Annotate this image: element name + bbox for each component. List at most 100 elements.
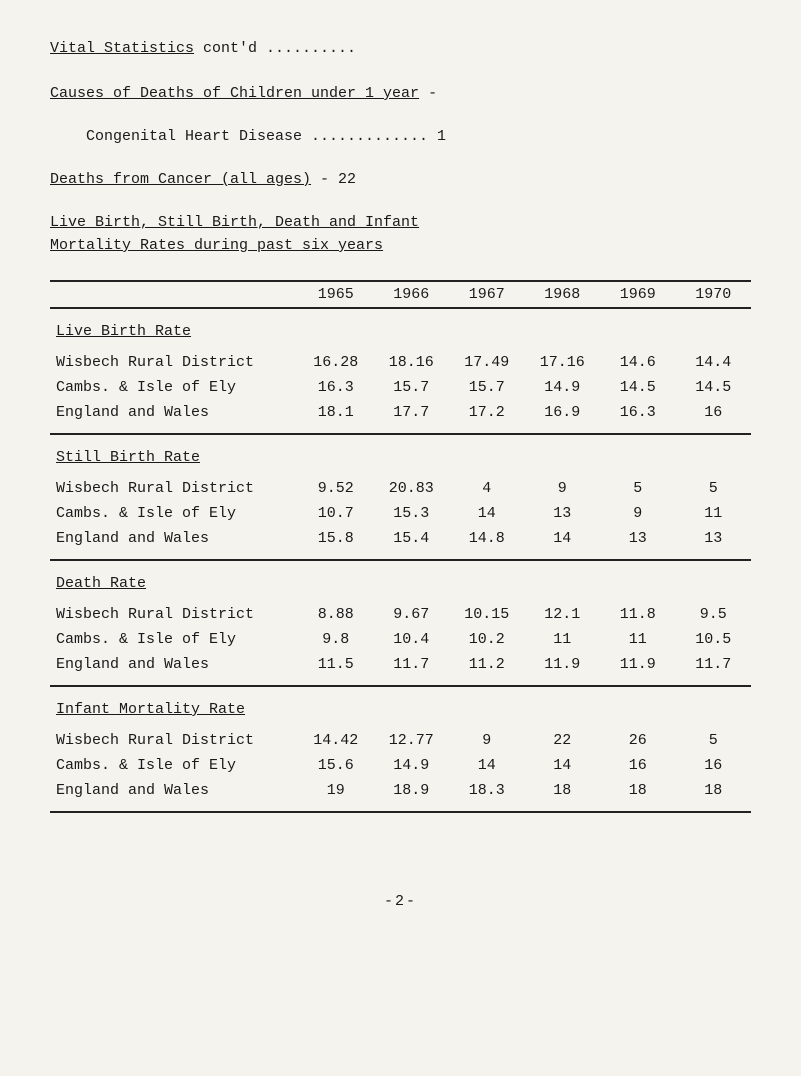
mortality-heading-2: Mortality Rates during past six years — [50, 237, 751, 254]
row-label: Wisbech Rural District — [50, 728, 298, 753]
cell: 13 — [524, 501, 599, 526]
cell: 22 — [524, 728, 599, 753]
cell: 20.83 — [374, 476, 449, 501]
cell: 8.88 — [298, 602, 373, 627]
row-label: England and Wales — [50, 400, 298, 425]
cell: 14.8 — [449, 526, 524, 551]
cell: 16 — [600, 753, 675, 778]
cancer-heading: Deaths from Cancer (all ages) - 22 — [50, 171, 751, 188]
cell: 14.9 — [524, 375, 599, 400]
mortality-line2: Mortality Rates during past six years — [50, 237, 383, 254]
year-col: 1969 — [600, 281, 675, 308]
cell: 15.4 — [374, 526, 449, 551]
cell: 19 — [298, 778, 373, 812]
cell: 16.3 — [298, 375, 373, 400]
cell: 16.28 — [298, 350, 373, 375]
cell: 18.1 — [298, 400, 373, 425]
cell: 10.7 — [298, 501, 373, 526]
cell: 18.3 — [449, 778, 524, 812]
section-title-row: Live Birth Rate — [50, 308, 751, 350]
cell: 14 — [449, 501, 524, 526]
year-col: 1966 — [374, 281, 449, 308]
cell: 10.4 — [374, 627, 449, 652]
cell: 10.2 — [449, 627, 524, 652]
cell: 10.5 — [675, 627, 751, 652]
row-label: England and Wales — [50, 526, 298, 551]
cell: 15.6 — [298, 753, 373, 778]
cell: 18 — [600, 778, 675, 812]
cell: 14 — [524, 753, 599, 778]
table-row: Wisbech Rural District 8.88 9.67 10.15 1… — [50, 602, 751, 627]
cell: 12.1 — [524, 602, 599, 627]
cell: 15.7 — [449, 375, 524, 400]
table-row: Wisbech Rural District 9.52 20.83 4 9 5 … — [50, 476, 751, 501]
section-title-row: Infant Mortality Rate — [50, 686, 751, 728]
causes-text: Causes of Deaths of Children under 1 yea… — [50, 85, 419, 102]
cell: 9 — [600, 501, 675, 526]
cell: 17.49 — [449, 350, 524, 375]
row-label: Wisbech Rural District — [50, 602, 298, 627]
death-rate-title: Death Rate — [56, 575, 146, 592]
causes-suffix: - — [419, 85, 437, 102]
cell: 11.7 — [675, 652, 751, 677]
cell: 12.77 — [374, 728, 449, 753]
cell: 14.42 — [298, 728, 373, 753]
cancer-text: Deaths from Cancer (all ages) — [50, 171, 311, 188]
cell: 18 — [675, 778, 751, 812]
cell: 17.2 — [449, 400, 524, 425]
cell: 9.67 — [374, 602, 449, 627]
cell: 14.6 — [600, 350, 675, 375]
cell: 18.9 — [374, 778, 449, 812]
cell: 13 — [600, 526, 675, 551]
cell: 11.9 — [524, 652, 599, 677]
cell: 9.5 — [675, 602, 751, 627]
mortality-heading-1: Live Birth, Still Birth, Death and Infan… — [50, 214, 751, 231]
cell: 9 — [449, 728, 524, 753]
row-label: Wisbech Rural District — [50, 476, 298, 501]
cell: 14.5 — [675, 375, 751, 400]
cell: 11.2 — [449, 652, 524, 677]
cell: 11 — [675, 501, 751, 526]
row-label: Cambs. & Isle of Ely — [50, 375, 298, 400]
still-birth-title: Still Birth Rate — [56, 449, 200, 466]
row-label: Cambs. & Isle of Ely — [50, 753, 298, 778]
cell: 11 — [600, 627, 675, 652]
mortality-line1: Live Birth, Still Birth, Death and Infan… — [50, 214, 419, 231]
cancer-suffix: - 22 — [311, 171, 356, 188]
row-label: England and Wales — [50, 652, 298, 677]
cell: 14 — [524, 526, 599, 551]
section-title-row: Death Rate — [50, 560, 751, 602]
cell: 17.7 — [374, 400, 449, 425]
causes-heading: Causes of Deaths of Children under 1 yea… — [50, 85, 751, 102]
cell: 5 — [600, 476, 675, 501]
vital-stats-heading: Vital Statistics cont'd .......... — [50, 40, 751, 57]
table-row: Wisbech Rural District 14.42 12.77 9 22 … — [50, 728, 751, 753]
year-col: 1970 — [675, 281, 751, 308]
table-row: Cambs. & Isle of Ely 9.8 10.4 10.2 11 11… — [50, 627, 751, 652]
page-number: -2- — [50, 893, 751, 910]
cell: 15.3 — [374, 501, 449, 526]
table-row: England and Wales 18.1 17.7 17.2 16.9 16… — [50, 400, 751, 425]
cell: 18.16 — [374, 350, 449, 375]
cell: 11.8 — [600, 602, 675, 627]
vital-stats-suffix: cont'd .......... — [194, 40, 356, 57]
cell: 5 — [675, 476, 751, 501]
cell: 14 — [449, 753, 524, 778]
table-row: Cambs. & Isle of Ely 10.7 15.3 14 13 9 1… — [50, 501, 751, 526]
table-row: Cambs. & Isle of Ely 16.3 15.7 15.7 14.9… — [50, 375, 751, 400]
live-birth-title: Live Birth Rate — [56, 323, 191, 340]
cell: 16.9 — [524, 400, 599, 425]
table-row: England and Wales 19 18.9 18.3 18 18 18 — [50, 778, 751, 812]
cell: 11.5 — [298, 652, 373, 677]
year-col: 1967 — [449, 281, 524, 308]
rates-table: 1965 1966 1967 1968 1969 1970 Live Birth… — [50, 280, 751, 813]
row-label: Cambs. & Isle of Ely — [50, 627, 298, 652]
vital-stats-title: Vital Statistics — [50, 40, 194, 57]
cell: 13 — [675, 526, 751, 551]
cell: 11.7 — [374, 652, 449, 677]
infant-mortality-title: Infant Mortality Rate — [56, 701, 245, 718]
cell: 16 — [675, 400, 751, 425]
row-label: Wisbech Rural District — [50, 350, 298, 375]
cell: 15.8 — [298, 526, 373, 551]
section-title-row: Still Birth Rate — [50, 434, 751, 476]
